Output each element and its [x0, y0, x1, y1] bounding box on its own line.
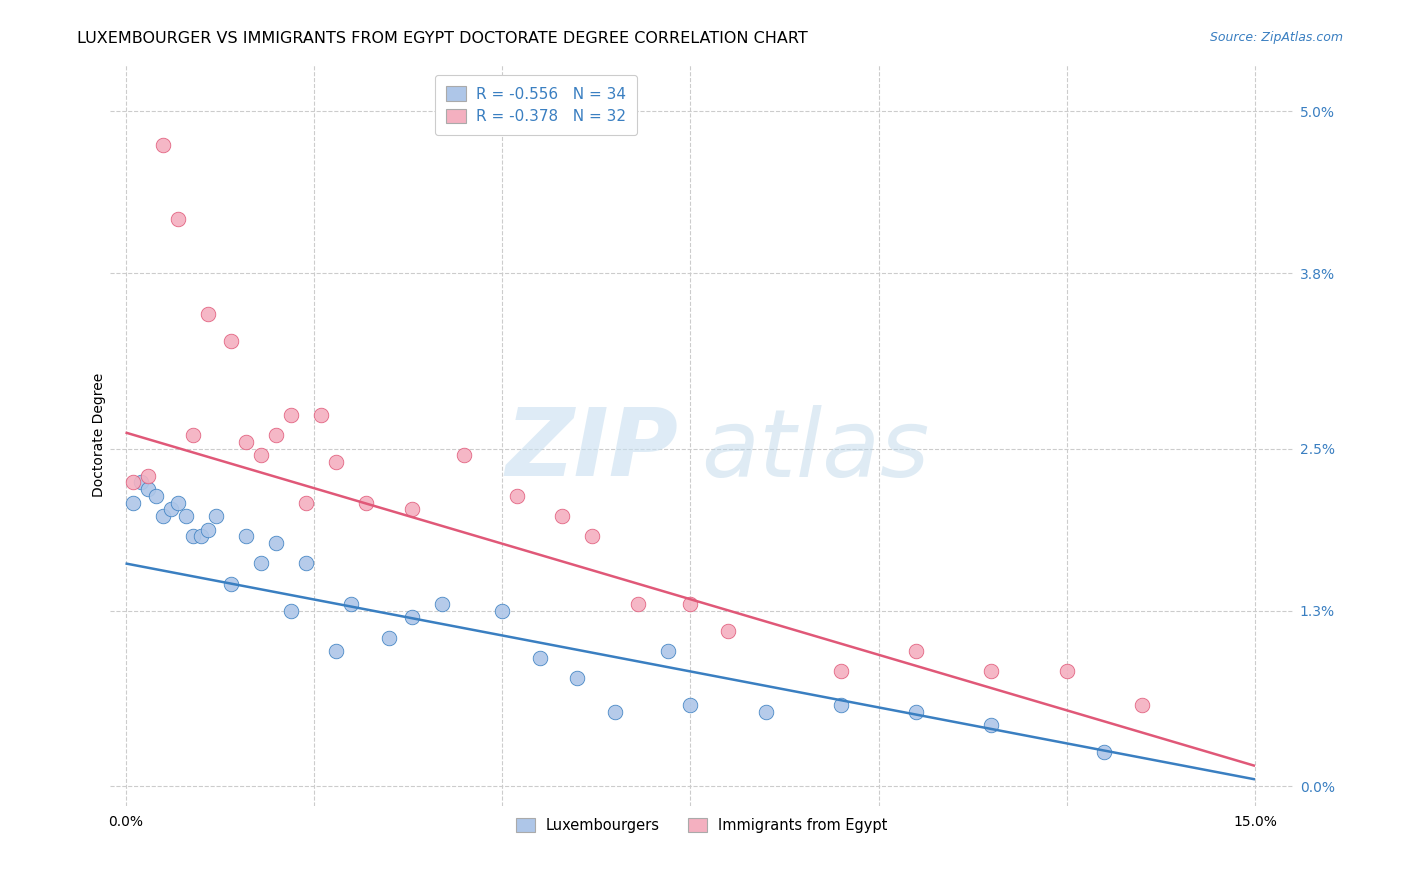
Text: LUXEMBOURGER VS IMMIGRANTS FROM EGYPT DOCTORATE DEGREE CORRELATION CHART: LUXEMBOURGER VS IMMIGRANTS FROM EGYPT DO… — [77, 31, 808, 46]
Point — [905, 644, 928, 658]
Point — [190, 529, 212, 543]
Y-axis label: Doctorate Degree: Doctorate Degree — [93, 373, 107, 498]
Point — [250, 449, 273, 463]
Point — [219, 576, 242, 591]
Point — [181, 529, 204, 543]
Point — [1130, 698, 1153, 713]
Point — [250, 557, 273, 571]
Point — [280, 604, 302, 618]
Legend: Luxembourgers, Immigrants from Egypt: Luxembourgers, Immigrants from Egypt — [509, 810, 894, 840]
Point — [136, 482, 159, 496]
Text: ZIP: ZIP — [505, 404, 678, 496]
Point — [159, 502, 181, 516]
Point — [491, 604, 513, 618]
Point — [830, 698, 852, 713]
Point — [755, 705, 778, 719]
Point — [401, 502, 423, 516]
Point — [264, 536, 287, 550]
Point — [122, 496, 145, 510]
Point — [295, 557, 318, 571]
Point — [340, 597, 363, 611]
Point — [626, 597, 648, 611]
Point — [181, 428, 204, 442]
Point — [235, 434, 257, 449]
Point — [567, 671, 589, 685]
Point — [311, 408, 333, 422]
Point — [551, 509, 574, 524]
Point — [1056, 665, 1078, 679]
Point — [197, 307, 219, 321]
Point — [603, 705, 626, 719]
Point — [129, 475, 152, 490]
Point — [280, 408, 302, 422]
Point — [378, 631, 401, 645]
Point — [167, 496, 190, 510]
Point — [717, 624, 740, 638]
Point — [145, 489, 167, 503]
Point — [325, 644, 347, 658]
Point — [1094, 745, 1116, 759]
Point — [295, 496, 318, 510]
Point — [529, 651, 551, 665]
Point — [830, 665, 852, 679]
Point — [401, 610, 423, 624]
Point — [430, 597, 453, 611]
Point — [152, 509, 174, 524]
Point — [980, 718, 1002, 732]
Point — [136, 468, 159, 483]
Text: Source: ZipAtlas.com: Source: ZipAtlas.com — [1209, 31, 1343, 45]
Point — [174, 509, 197, 524]
Point — [453, 449, 475, 463]
Point — [219, 334, 242, 348]
Text: atlas: atlas — [702, 405, 929, 496]
Point — [197, 523, 219, 537]
Point — [356, 496, 378, 510]
Point — [152, 138, 174, 153]
Point — [581, 529, 603, 543]
Point — [679, 698, 702, 713]
Point — [167, 212, 190, 227]
Point — [657, 644, 679, 658]
Point — [264, 428, 287, 442]
Point — [122, 475, 145, 490]
Point — [679, 597, 702, 611]
Point — [235, 529, 257, 543]
Point — [905, 705, 928, 719]
Point — [325, 455, 347, 469]
Point — [980, 665, 1002, 679]
Point — [205, 509, 228, 524]
Point — [506, 489, 529, 503]
